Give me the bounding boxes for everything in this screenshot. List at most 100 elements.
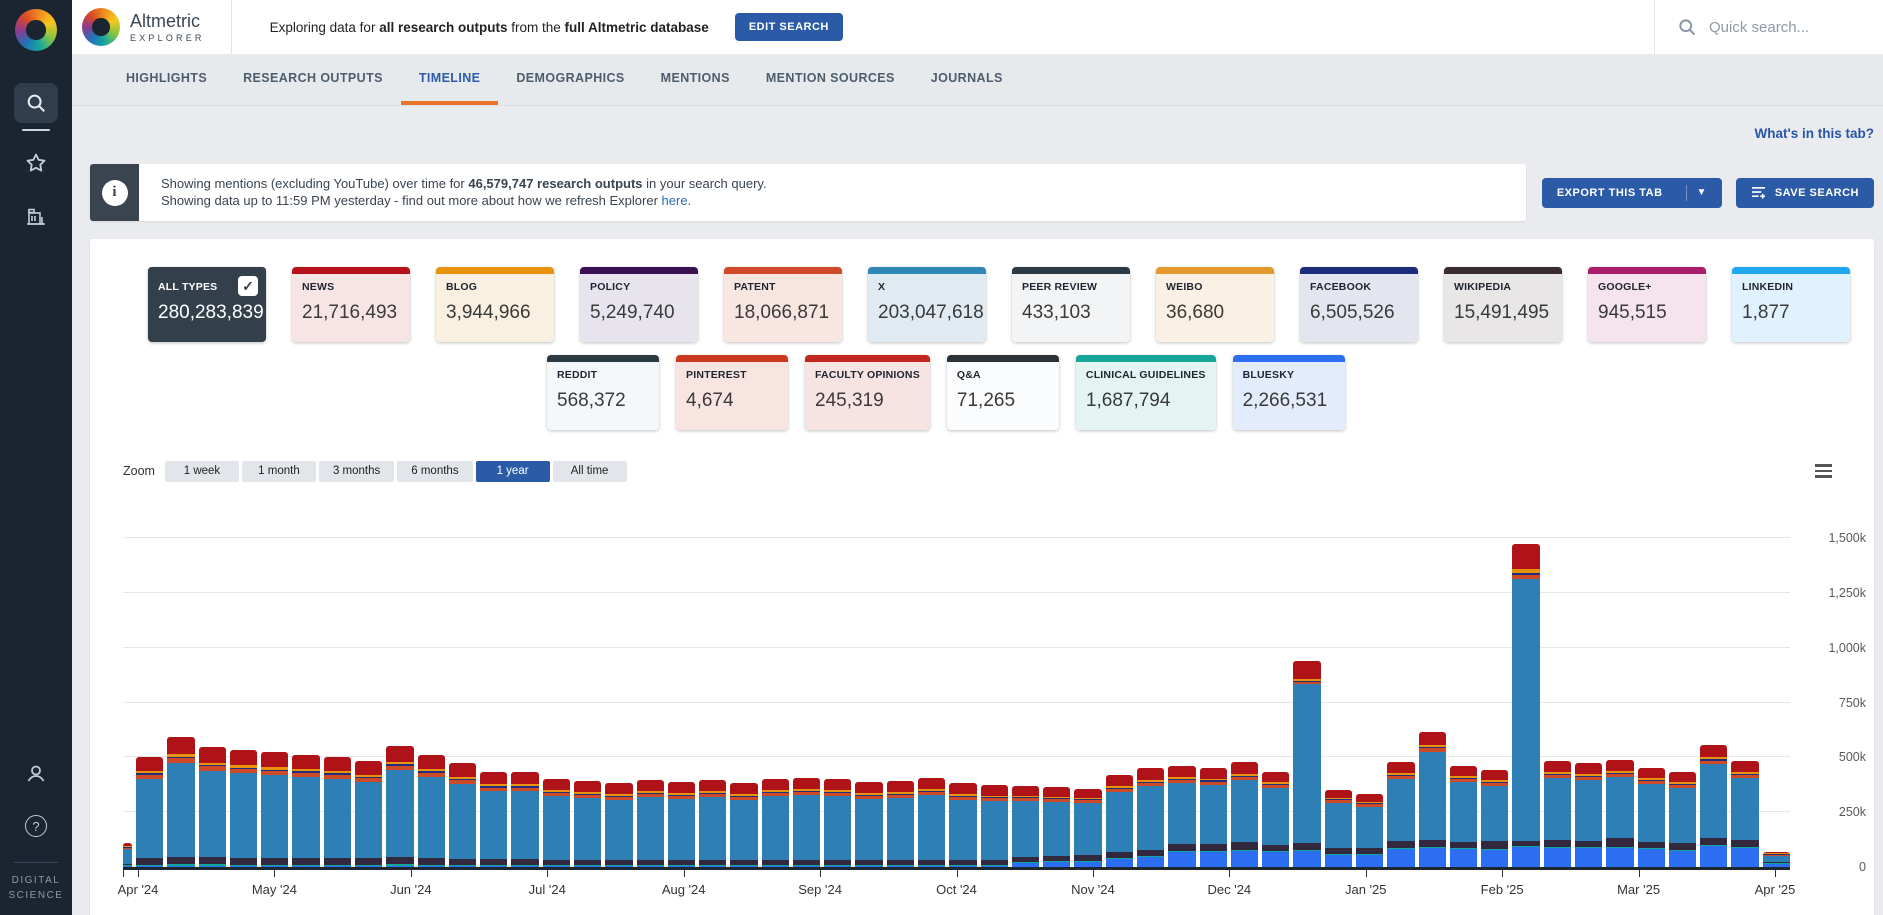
card-blog[interactable]: BLOG 3,944,966: [436, 267, 554, 342]
all-types-checkbox[interactable]: ✓: [238, 276, 258, 296]
card-x[interactable]: X 203,047,618: [868, 267, 986, 342]
bar-week-31[interactable]: [1043, 787, 1071, 867]
bar-week-10[interactable]: [386, 745, 414, 867]
bar-week-36[interactable]: [1199, 767, 1227, 867]
card-policy[interactable]: POLICY 5,249,740: [580, 267, 698, 342]
bar-week-24[interactable]: [824, 778, 852, 867]
bar-week-4[interactable]: [198, 746, 226, 867]
bar-week-47[interactable]: [1543, 761, 1571, 867]
bar-week-25[interactable]: [855, 782, 883, 867]
bar-week-54[interactable]: [1762, 852, 1790, 867]
bar-week-32[interactable]: [1074, 788, 1102, 867]
bar-week-5[interactable]: [229, 750, 258, 867]
bar-week-50[interactable]: [1637, 767, 1665, 867]
bar-week-9[interactable]: [354, 761, 383, 867]
bar-week-21[interactable]: [730, 783, 758, 867]
bar-week-18[interactable]: [636, 779, 664, 867]
bar-week-6[interactable]: [261, 752, 289, 867]
bar-week-27[interactable]: [918, 777, 946, 867]
refresh-info-link[interactable]: here: [661, 193, 688, 208]
card-linkedin[interactable]: LINKEDIN 1,877: [1732, 267, 1850, 342]
tab-timeline[interactable]: TIMELINE: [400, 54, 499, 105]
zoom-3-months-button[interactable]: 3 months: [318, 460, 395, 482]
bar-week-19[interactable]: [667, 782, 696, 867]
bar-week-42[interactable]: [1387, 762, 1415, 867]
bar-week-53[interactable]: [1731, 761, 1759, 867]
bar-week-16[interactable]: [573, 780, 602, 867]
tab-mentions[interactable]: MENTIONS: [660, 70, 730, 85]
zoom-1-year-button[interactable]: 1 year: [475, 460, 550, 482]
card-pinterest[interactable]: PINTEREST 4,674: [676, 355, 788, 430]
bar-week-41[interactable]: [1355, 793, 1384, 867]
zoom-6-months-button[interactable]: 6 months: [397, 460, 473, 482]
zoom-1-month-button[interactable]: 1 month: [241, 460, 316, 482]
card-wikipedia[interactable]: WIKIPEDIA 15,491,495: [1444, 267, 1562, 342]
zoom-1-week-button[interactable]: 1 week: [164, 460, 239, 482]
bar-week-14[interactable]: [511, 772, 539, 867]
bar-week-51[interactable]: [1668, 772, 1697, 867]
bar-week-39[interactable]: [1293, 661, 1321, 867]
tab-journals[interactable]: JOURNALS: [930, 70, 1003, 85]
export-this-tab-button[interactable]: EXPORT THIS TAB ▼: [1541, 177, 1722, 208]
bar-week-2[interactable]: [136, 756, 164, 867]
quick-search-input[interactable]: [1709, 18, 1869, 36]
card-faculty-opinions[interactable]: FACULTY OPINIONS 245,319: [805, 355, 930, 430]
bar-week-30[interactable]: [1011, 786, 1040, 867]
sidebar-item-help[interactable]: ?: [14, 806, 58, 846]
edit-search-button[interactable]: EDIT SEARCH: [734, 13, 843, 41]
tab-mention-sources[interactable]: MENTION SOURCES: [765, 70, 895, 85]
card-news[interactable]: NEWS 21,716,493: [292, 267, 410, 342]
bar-week-12[interactable]: [448, 763, 477, 867]
card-weibo[interactable]: WEIBO 36,680: [1156, 267, 1274, 342]
quick-search[interactable]: [1655, 0, 1883, 54]
card-patent[interactable]: PATENT 18,066,871: [724, 267, 842, 342]
sidebar-item-search[interactable]: [14, 83, 58, 123]
bar-week-43[interactable]: [1418, 731, 1446, 867]
bar-week-52[interactable]: [1700, 744, 1728, 867]
bar-week-13[interactable]: [480, 772, 508, 867]
bar-week-48[interactable]: [1574, 763, 1603, 867]
card-peer-review[interactable]: PEER REVIEW 433,103: [1012, 267, 1130, 342]
bar-week-1[interactable]: [123, 842, 132, 867]
bar-week-26[interactable]: [886, 780, 915, 867]
bar-week-38[interactable]: [1262, 772, 1290, 867]
bar-week-20[interactable]: [699, 779, 727, 867]
bar-week-35[interactable]: [1168, 765, 1196, 867]
sidebar-item-institution[interactable]: [14, 197, 58, 237]
save-search-button[interactable]: SAVE SEARCH: [1735, 177, 1874, 208]
card-facebook[interactable]: FACEBOOK 6,505,526: [1300, 267, 1418, 342]
bar-week-40[interactable]: [1324, 789, 1352, 867]
sidebar-item-account[interactable]: [14, 754, 58, 794]
bar-week-44[interactable]: [1449, 765, 1478, 867]
card-reddit[interactable]: REDDIT 568,372: [547, 355, 659, 430]
bar-week-33[interactable]: [1105, 775, 1133, 867]
bar-week-29[interactable]: [980, 785, 1008, 867]
chart-menu-icon[interactable]: [1813, 462, 1834, 480]
zoom-all-time-button[interactable]: All time: [552, 460, 627, 482]
bar-week-15[interactable]: [542, 778, 570, 867]
bar-week-11[interactable]: [417, 754, 445, 867]
bar-week-34[interactable]: [1137, 767, 1165, 867]
segment-wikipedia: [1512, 840, 1540, 847]
card-q-a[interactable]: Q&A 71,265: [946, 355, 1059, 430]
bar-week-45[interactable]: [1481, 769, 1509, 867]
whats-in-this-tab-link[interactable]: What's in this tab?: [1754, 126, 1874, 141]
card-google[interactable]: GOOGLE+ 945,515: [1588, 267, 1706, 342]
bar-week-37[interactable]: [1230, 762, 1259, 867]
card-clinical-guidelines[interactable]: CLINICAL GUIDELINES 1,687,794: [1075, 355, 1216, 430]
bar-week-17[interactable]: [605, 783, 633, 867]
bar-week-46[interactable]: [1512, 544, 1540, 867]
bar-week-28[interactable]: [949, 783, 977, 867]
tab-research-outputs[interactable]: RESEARCH OUTPUTS: [243, 70, 383, 85]
tab-demographics[interactable]: DEMOGRAPHICS: [516, 70, 625, 85]
sidebar-item-favorites[interactable]: [14, 143, 58, 183]
card-bluesky[interactable]: BLUESKY 2,266,531: [1232, 355, 1345, 430]
bar-week-22[interactable]: [761, 778, 789, 867]
bar-week-8[interactable]: [323, 756, 351, 867]
card-all-types[interactable]: ALL TYPES 280,283,839 ✓: [148, 267, 266, 342]
bar-week-49[interactable]: [1606, 760, 1634, 867]
bar-week-7[interactable]: [292, 754, 320, 867]
bar-week-3[interactable]: [167, 737, 195, 867]
bar-week-23[interactable]: [792, 777, 821, 867]
tab-highlights[interactable]: HIGHLIGHTS: [126, 70, 208, 85]
